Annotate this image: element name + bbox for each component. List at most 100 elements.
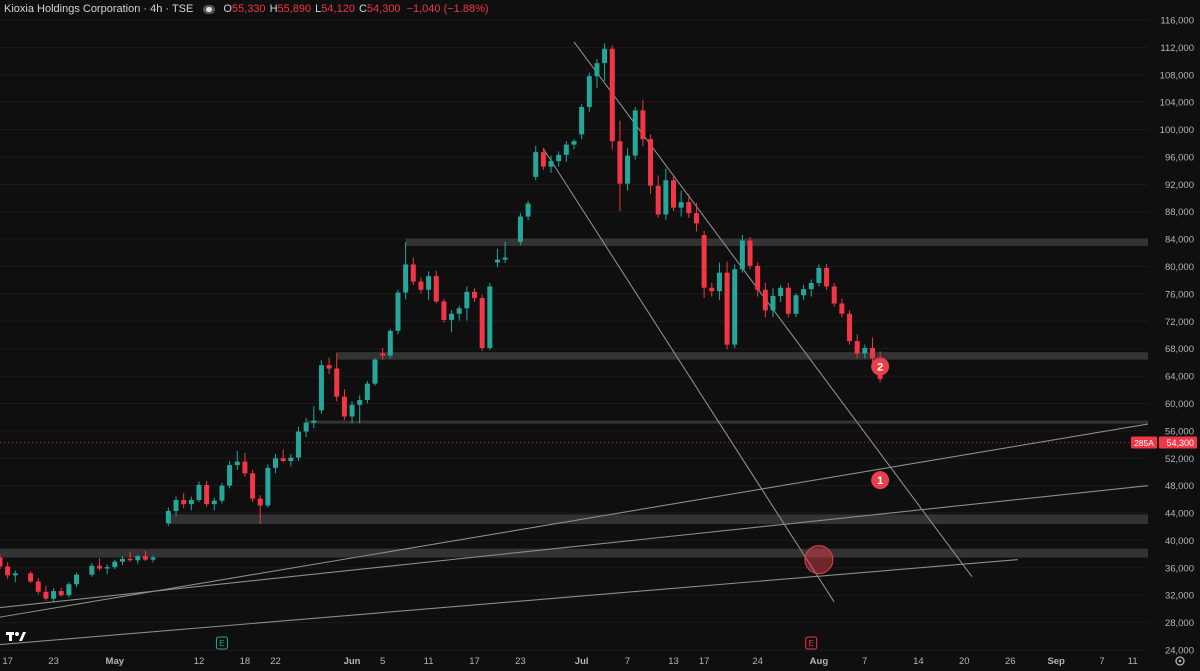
close-value: 54,300 [366,3,401,15]
candle-body [494,259,500,263]
candle-body [96,565,102,569]
y-tick-label: 104,000 [1160,98,1194,109]
candle-body [433,276,439,302]
candle-body [563,144,569,155]
y-tick-label: 52,000 [1165,454,1194,465]
candle-body [778,287,784,296]
candle-body [502,257,508,260]
price-zone [168,514,1148,524]
candle-body [594,63,600,77]
candle-body [525,203,531,217]
candle-body [816,267,822,283]
candle-body [28,573,34,582]
candle-body [449,313,455,320]
candle-body [426,276,432,290]
x-tick-label: Jun [344,656,361,667]
y-tick-label: 36,000 [1165,563,1194,574]
trendline [0,559,1018,646]
x-tick-label: 11 [1128,656,1138,667]
candle-body [579,106,585,135]
chart-header: Kioxia Holdings Corporation · 4h · TSE O… [4,2,489,16]
high-value: 55,890 [277,3,312,15]
x-tick-label: Jul [575,656,589,667]
candle-body [12,573,18,576]
candle-body [655,185,661,215]
x-tick-label: 7 [862,656,867,667]
candle-body [311,420,317,423]
candle-body [349,404,355,417]
y-tick-label: 44,000 [1165,509,1194,520]
logo-part [9,632,12,641]
candle-body [326,365,332,369]
y-tick-label: 108,000 [1160,70,1194,81]
y-tick-label: 116,000 [1160,16,1194,27]
eye-icon[interactable] [203,4,216,14]
y-tick-label: 96,000 [1165,152,1194,163]
candle-body [74,574,80,585]
x-tick-label: 13 [668,656,679,667]
candle-body [234,461,240,466]
candle-body [204,484,210,505]
earnings-marker-icon [215,636,228,650]
candle-body [732,269,738,345]
candle-body [586,76,592,107]
y-tick-label: 76,000 [1165,289,1194,300]
y-tick-label: 56,000 [1165,426,1194,437]
candle-body [869,348,875,359]
y-tick-label: 84,000 [1165,235,1194,246]
candle-body [43,591,49,599]
price-zone [0,548,1148,558]
earnings-marker-label: E [809,639,814,648]
candle-body [127,558,133,561]
candle-body [410,264,416,282]
candle-body [219,485,225,501]
candle-body [609,48,615,142]
y-tick-label: 48,000 [1165,481,1194,492]
y-tick-label: 72,000 [1165,317,1194,328]
price-zone [336,352,1148,360]
candle-body [418,281,424,290]
last-price-tag [1159,436,1197,449]
marker-1-label: 1 [877,475,883,487]
candle-body [250,473,256,499]
candle-body [533,152,539,177]
candle-body [617,141,623,184]
trendline [0,423,1149,618]
candle-body [716,272,722,292]
marker-1-badge [871,471,890,490]
candle-body [793,295,799,314]
annotations: 21 [0,357,1148,575]
candle-body [456,308,462,314]
candle-body [548,161,554,167]
x-tick-label: 24 [752,656,763,667]
candle-body [663,180,669,215]
candle-body [739,240,745,270]
candle-body [785,287,791,314]
candle-body [625,155,631,184]
y-tick-label: 28,000 [1165,618,1194,629]
candle-body [487,286,493,349]
candle-body [755,265,761,290]
candle-body [150,557,156,560]
candle-body [51,591,57,599]
x-tick-label: 14 [913,656,924,667]
candle-body [334,368,340,397]
logo-part [19,632,26,641]
y-tick-label: 60,000 [1165,399,1194,410]
candle-body [854,341,860,354]
candle-body [211,500,217,505]
low-value: 54,120 [321,3,355,15]
candle-body [770,295,776,311]
open-label: O [223,3,232,15]
candle-body [747,240,753,266]
candle-body [517,216,523,242]
candle-body [686,202,692,214]
candle-body [602,48,608,64]
highlight-circle [804,545,834,575]
candle-body [35,581,41,592]
candle-body [839,303,845,314]
symbol-title[interactable]: Kioxia Holdings Corporation · 4h · TSE [4,3,194,15]
candles [0,43,883,603]
change-value: −1,040 (−1.88%) [406,3,489,15]
